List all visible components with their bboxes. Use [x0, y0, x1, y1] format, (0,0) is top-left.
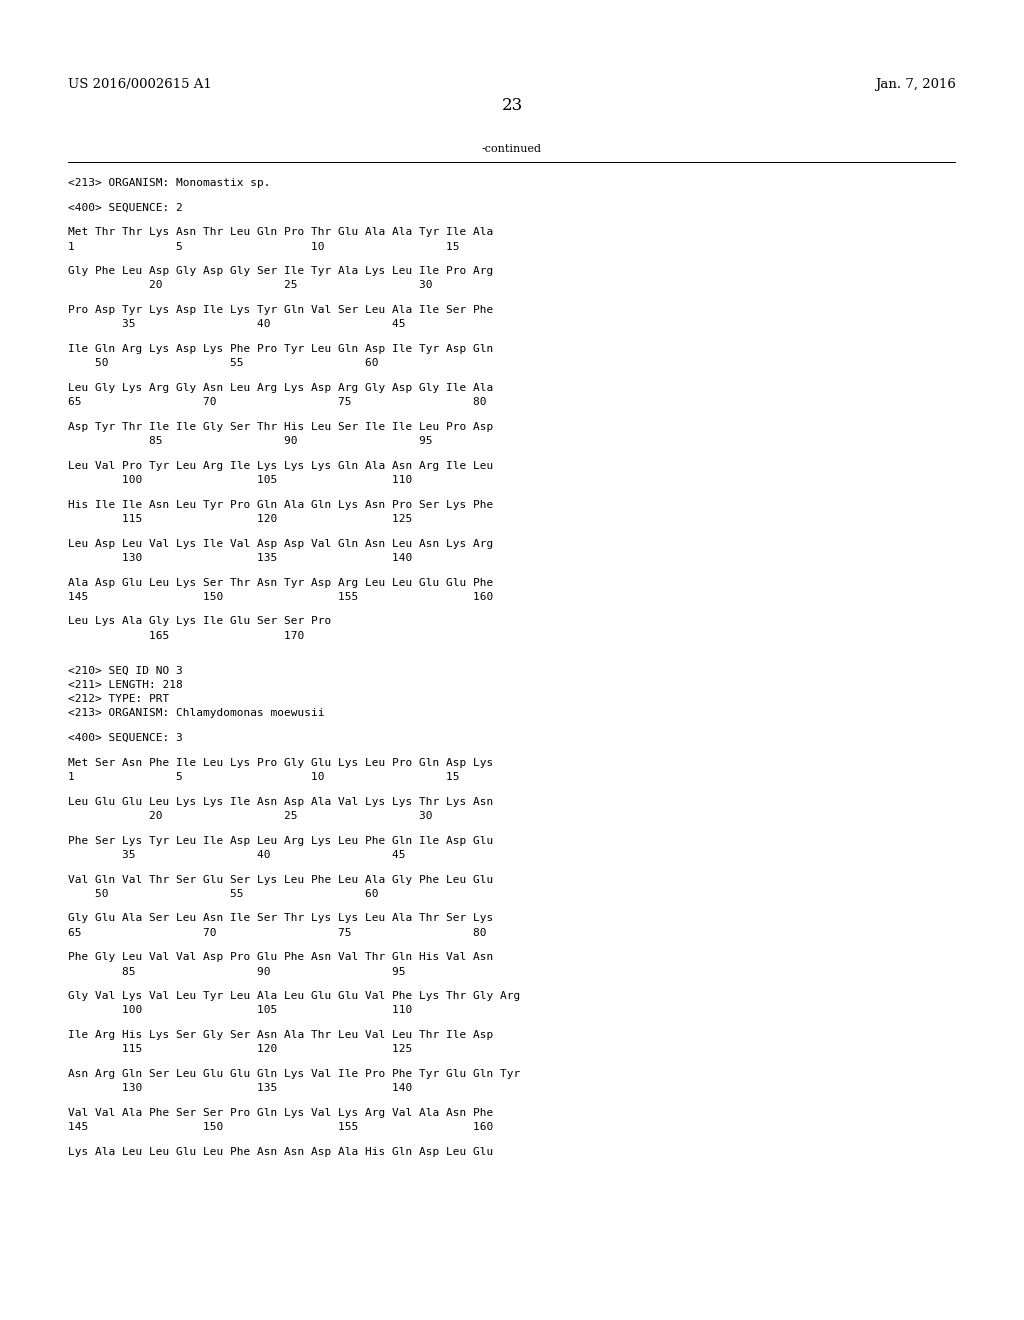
- Text: Leu Asp Leu Val Lys Ile Val Asp Asp Val Gln Asn Leu Asn Lys Arg: Leu Asp Leu Val Lys Ile Val Asp Asp Val …: [68, 539, 494, 549]
- Text: 165                 170: 165 170: [68, 631, 304, 640]
- Text: US 2016/0002615 A1: US 2016/0002615 A1: [68, 78, 212, 91]
- Text: <211> LENGTH: 218: <211> LENGTH: 218: [68, 680, 182, 690]
- Text: Jan. 7, 2016: Jan. 7, 2016: [876, 78, 956, 91]
- Text: Gly Val Lys Val Leu Tyr Leu Ala Leu Glu Glu Val Phe Lys Thr Gly Arg: Gly Val Lys Val Leu Tyr Leu Ala Leu Glu …: [68, 991, 520, 1001]
- Text: 1               5                   10                  15: 1 5 10 15: [68, 772, 460, 781]
- Text: <400> SEQUENCE: 2: <400> SEQUENCE: 2: [68, 203, 182, 213]
- Text: Leu Val Pro Tyr Leu Arg Ile Lys Lys Lys Gln Ala Asn Arg Ile Leu: Leu Val Pro Tyr Leu Arg Ile Lys Lys Lys …: [68, 461, 494, 471]
- Text: 20                  25                  30: 20 25 30: [68, 810, 432, 821]
- Text: -continued: -continued: [482, 144, 542, 154]
- Text: Met Ser Asn Phe Ile Leu Lys Pro Gly Glu Lys Leu Pro Gln Asp Lys: Met Ser Asn Phe Ile Leu Lys Pro Gly Glu …: [68, 758, 494, 768]
- Text: <400> SEQUENCE: 3: <400> SEQUENCE: 3: [68, 733, 182, 743]
- Text: 1               5                   10                  15: 1 5 10 15: [68, 242, 460, 252]
- Text: 65                  70                  75                  80: 65 70 75 80: [68, 928, 486, 937]
- Text: 100                 105                 110: 100 105 110: [68, 475, 413, 484]
- Text: Phe Gly Leu Val Val Asp Pro Glu Phe Asn Val Thr Gln His Val Asn: Phe Gly Leu Val Val Asp Pro Glu Phe Asn …: [68, 952, 494, 962]
- Text: 35                  40                  45: 35 40 45: [68, 319, 406, 330]
- Text: His Ile Ile Asn Leu Tyr Pro Gln Ala Gln Lys Asn Pro Ser Lys Phe: His Ile Ile Asn Leu Tyr Pro Gln Ala Gln …: [68, 500, 494, 510]
- Text: <213> ORGANISM: Monomastix sp.: <213> ORGANISM: Monomastix sp.: [68, 178, 270, 187]
- Text: 145                 150                 155                 160: 145 150 155 160: [68, 591, 494, 602]
- Text: 65                  70                  75                  80: 65 70 75 80: [68, 397, 486, 407]
- Text: <213> ORGANISM: Chlamydomonas moewusii: <213> ORGANISM: Chlamydomonas moewusii: [68, 709, 325, 718]
- Text: Pro Asp Tyr Lys Asp Ile Lys Tyr Gln Val Ser Leu Ala Ile Ser Phe: Pro Asp Tyr Lys Asp Ile Lys Tyr Gln Val …: [68, 305, 494, 315]
- Text: Val Gln Val Thr Ser Glu Ser Lys Leu Phe Leu Ala Gly Phe Leu Glu: Val Gln Val Thr Ser Glu Ser Lys Leu Phe …: [68, 875, 494, 884]
- Text: Val Val Ala Phe Ser Ser Pro Gln Lys Val Lys Arg Val Ala Asn Phe: Val Val Ala Phe Ser Ser Pro Gln Lys Val …: [68, 1107, 494, 1118]
- Text: 50                  55                  60: 50 55 60: [68, 888, 379, 899]
- Text: Ala Asp Glu Leu Lys Ser Thr Asn Tyr Asp Arg Leu Leu Glu Glu Phe: Ala Asp Glu Leu Lys Ser Thr Asn Tyr Asp …: [68, 578, 494, 587]
- Text: 20                  25                  30: 20 25 30: [68, 280, 432, 290]
- Text: 85                  90                  95: 85 90 95: [68, 436, 432, 446]
- Text: 50                  55                  60: 50 55 60: [68, 358, 379, 368]
- Text: Asn Arg Gln Ser Leu Glu Glu Gln Lys Val Ile Pro Phe Tyr Glu Gln Tyr: Asn Arg Gln Ser Leu Glu Glu Gln Lys Val …: [68, 1069, 520, 1078]
- Text: 35                  40                  45: 35 40 45: [68, 850, 406, 859]
- Text: Asp Tyr Thr Ile Ile Gly Ser Thr His Leu Ser Ile Ile Leu Pro Asp: Asp Tyr Thr Ile Ile Gly Ser Thr His Leu …: [68, 422, 494, 432]
- Text: Gly Glu Ala Ser Leu Asn Ile Ser Thr Lys Lys Leu Ala Thr Ser Lys: Gly Glu Ala Ser Leu Asn Ile Ser Thr Lys …: [68, 913, 494, 924]
- Text: 23: 23: [502, 96, 522, 114]
- Text: 115                 120                 125: 115 120 125: [68, 513, 413, 524]
- Text: 130                 135                 140: 130 135 140: [68, 1084, 413, 1093]
- Text: <212> TYPE: PRT: <212> TYPE: PRT: [68, 694, 169, 704]
- Text: 145                 150                 155                 160: 145 150 155 160: [68, 1122, 494, 1133]
- Text: 115                 120                 125: 115 120 125: [68, 1044, 413, 1055]
- Text: Leu Lys Ala Gly Lys Ile Glu Ser Ser Pro: Leu Lys Ala Gly Lys Ile Glu Ser Ser Pro: [68, 616, 331, 627]
- Text: Gly Phe Leu Asp Gly Asp Gly Ser Ile Tyr Ala Lys Leu Ile Pro Arg: Gly Phe Leu Asp Gly Asp Gly Ser Ile Tyr …: [68, 267, 494, 276]
- Text: 85                  90                  95: 85 90 95: [68, 966, 406, 977]
- Text: Ile Arg His Lys Ser Gly Ser Asn Ala Thr Leu Val Leu Thr Ile Asp: Ile Arg His Lys Ser Gly Ser Asn Ala Thr …: [68, 1030, 494, 1040]
- Text: Lys Ala Leu Leu Glu Leu Phe Asn Asn Asp Ala His Gln Asp Leu Glu: Lys Ala Leu Leu Glu Leu Phe Asn Asn Asp …: [68, 1147, 494, 1156]
- Text: Ile Gln Arg Lys Asp Lys Phe Pro Tyr Leu Gln Asp Ile Tyr Asp Gln: Ile Gln Arg Lys Asp Lys Phe Pro Tyr Leu …: [68, 345, 494, 354]
- Text: 130                 135                 140: 130 135 140: [68, 553, 413, 562]
- Text: Phe Ser Lys Tyr Leu Ile Asp Leu Arg Lys Leu Phe Gln Ile Asp Glu: Phe Ser Lys Tyr Leu Ile Asp Leu Arg Lys …: [68, 836, 494, 846]
- Text: Met Thr Thr Lys Asn Thr Leu Gln Pro Thr Glu Ala Ala Tyr Ile Ala: Met Thr Thr Lys Asn Thr Leu Gln Pro Thr …: [68, 227, 494, 238]
- Text: 100                 105                 110: 100 105 110: [68, 1006, 413, 1015]
- Text: Leu Glu Glu Leu Lys Lys Ile Asn Asp Ala Val Lys Lys Thr Lys Asn: Leu Glu Glu Leu Lys Lys Ile Asn Asp Ala …: [68, 797, 494, 807]
- Text: <210> SEQ ID NO 3: <210> SEQ ID NO 3: [68, 665, 182, 676]
- Text: Leu Gly Lys Arg Gly Asn Leu Arg Lys Asp Arg Gly Asp Gly Ile Ala: Leu Gly Lys Arg Gly Asn Leu Arg Lys Asp …: [68, 383, 494, 393]
